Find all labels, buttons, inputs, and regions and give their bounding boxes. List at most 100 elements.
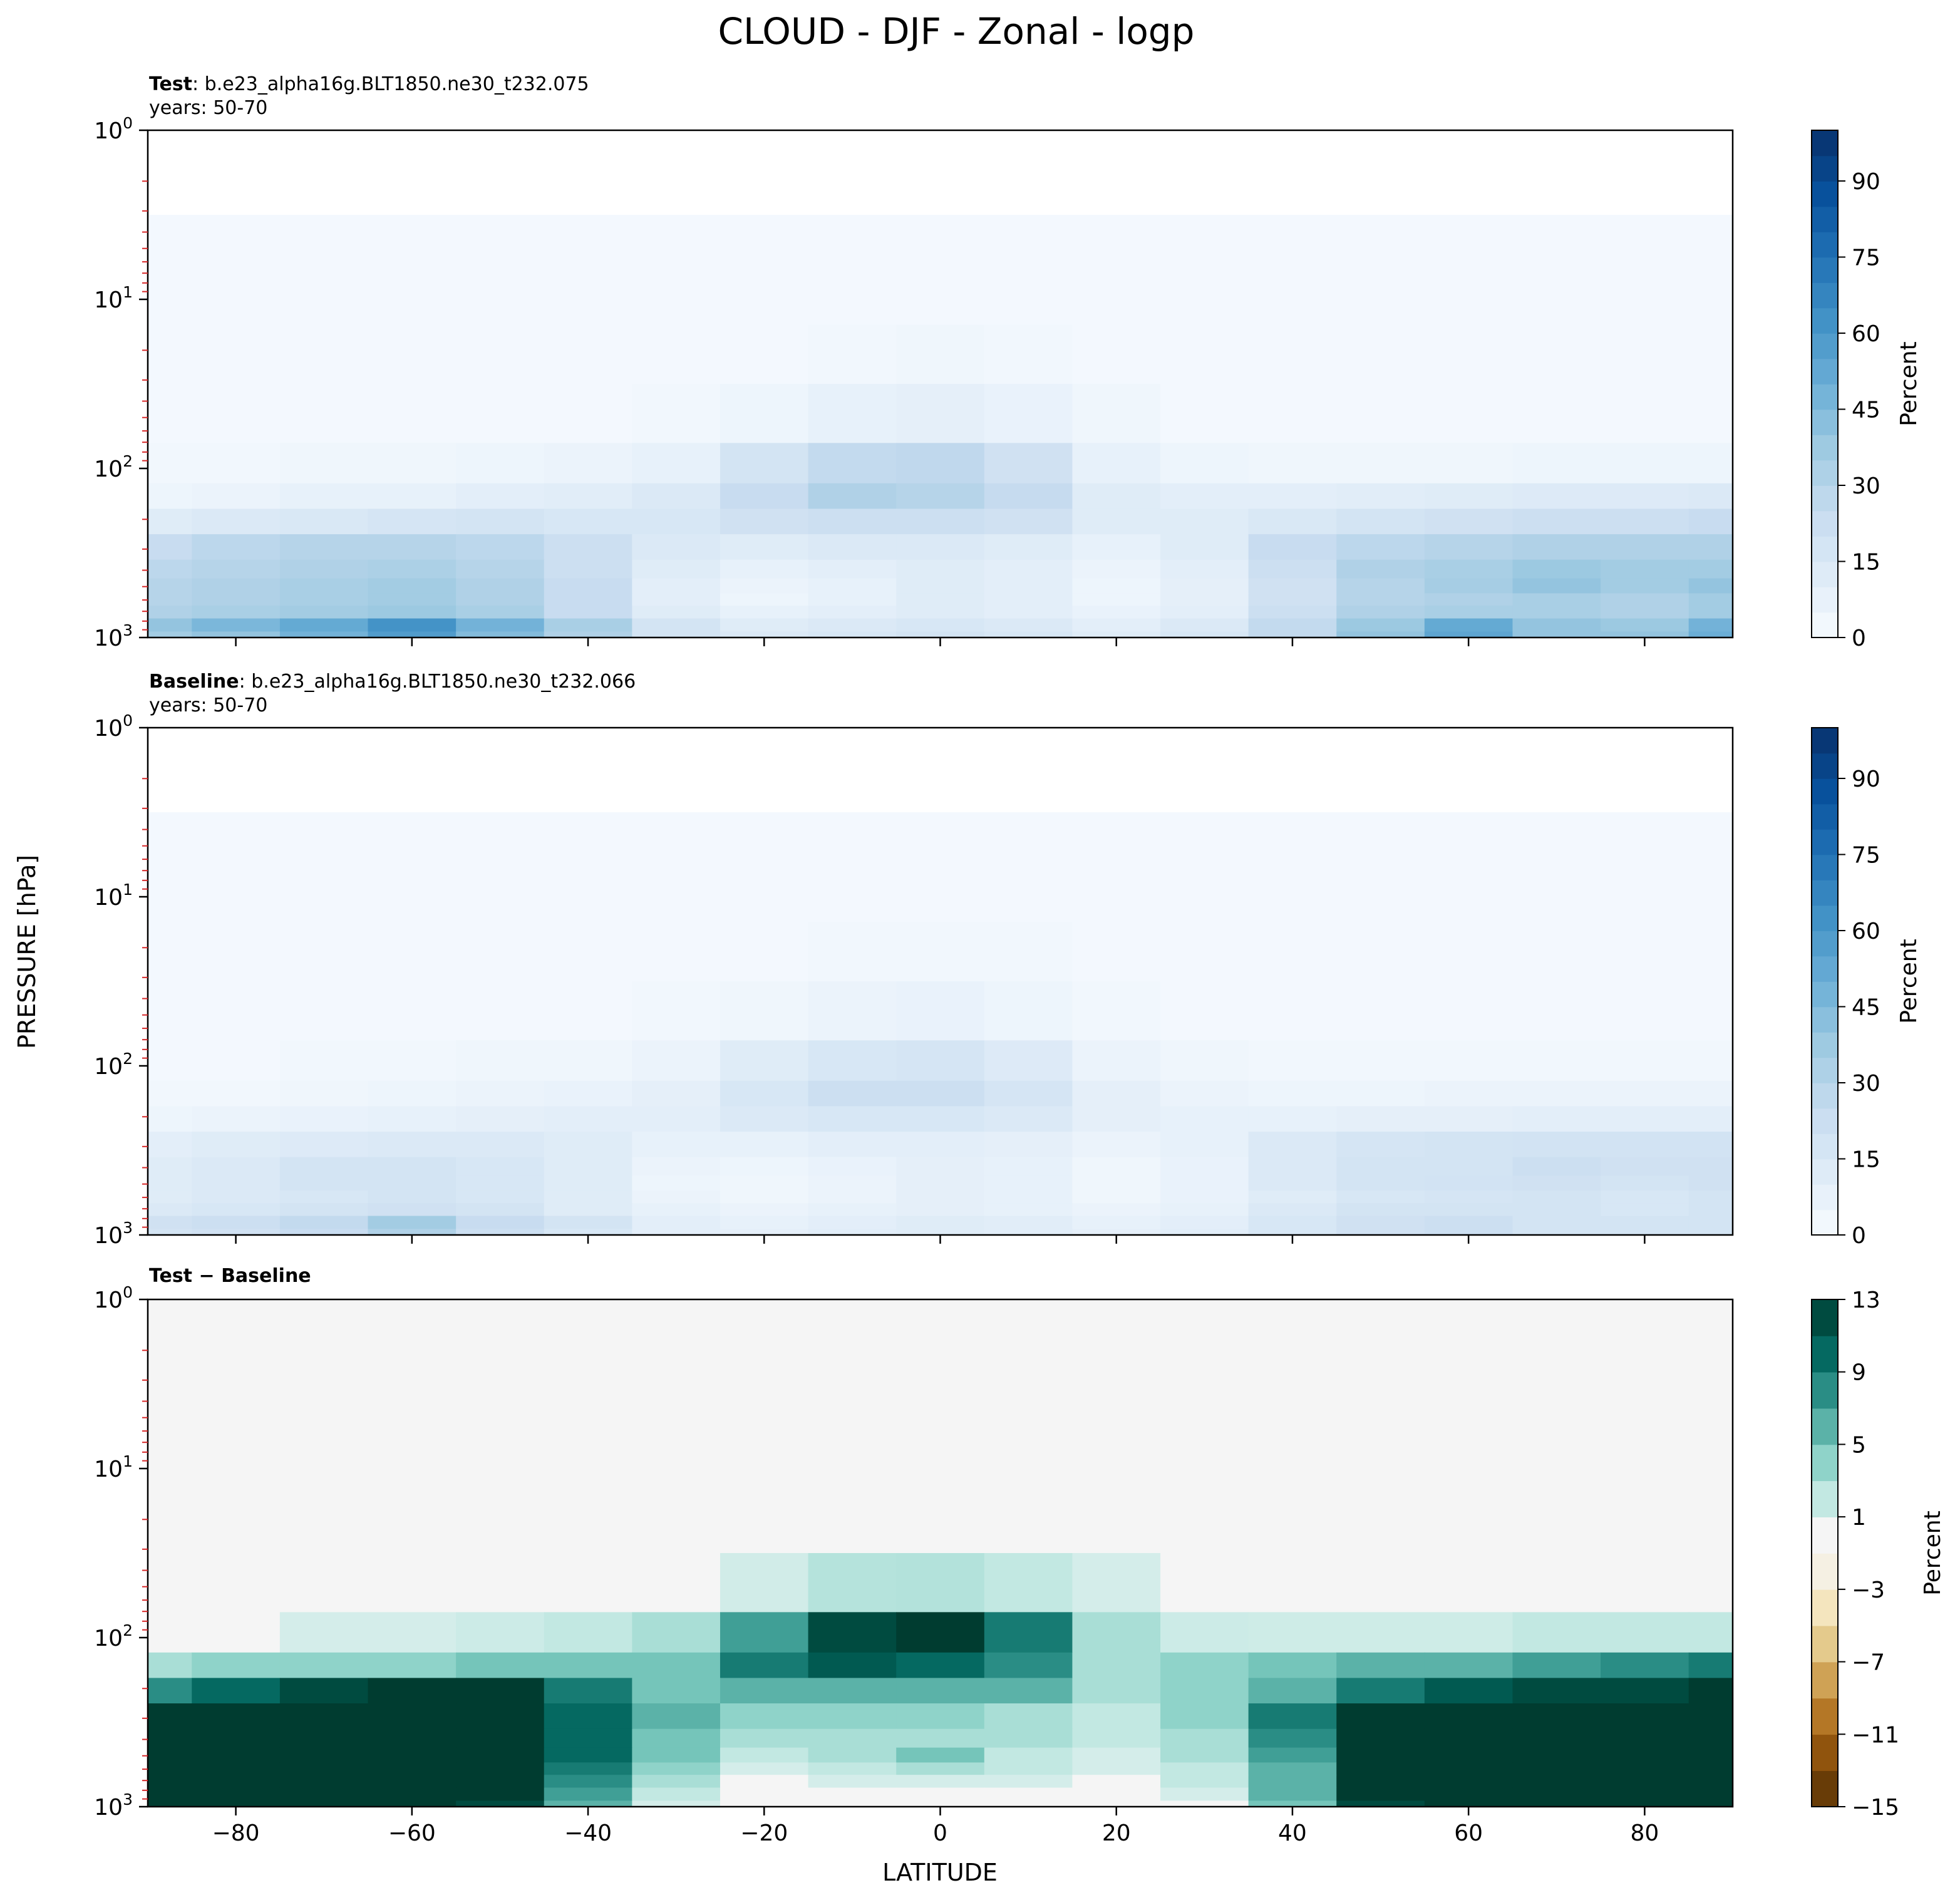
colorbar-tick-label: −3 <box>1852 1577 1885 1603</box>
heatmap-cell <box>368 1324 456 1385</box>
heatmap-cell <box>1512 1132 1601 1158</box>
heatmap-cell <box>1072 1299 1161 1326</box>
heatmap-cell <box>984 606 1073 619</box>
heatmap-cell <box>544 812 633 872</box>
heatmap-cell <box>1248 1787 1338 1802</box>
x-tick-label: 20 <box>1102 1820 1131 1846</box>
heatmap-cell <box>192 1080 281 1107</box>
heatmap-cell <box>456 981 545 1041</box>
heatmap-cell <box>896 1216 985 1230</box>
x-tick-label: 80 <box>1630 1820 1659 1846</box>
heatmap-cell <box>984 1324 1073 1385</box>
heatmap-cell <box>896 1203 985 1217</box>
heatmap-cell <box>1336 728 1425 754</box>
heatmap-cell <box>192 1494 281 1554</box>
heatmap-cell <box>896 1775 985 1789</box>
heatmap-cell <box>808 324 897 385</box>
heatmap-cell <box>1601 1787 1689 1802</box>
heatmap-cell <box>544 324 633 385</box>
heatmap-cell <box>279 1787 369 1802</box>
heatmap-cell <box>896 509 985 535</box>
heatmap-cell <box>1688 1443 1733 1495</box>
heatmap-cell <box>456 1299 545 1326</box>
heatmap-cell <box>720 1080 809 1107</box>
heatmap-cell <box>368 1728 456 1748</box>
heatmap-cell <box>192 981 281 1041</box>
heatmap-cell <box>456 1678 545 1704</box>
heatmap-cell <box>896 443 985 484</box>
heatmap-cell <box>1072 1132 1161 1158</box>
heatmap-cell <box>896 1040 985 1082</box>
heatmap-cell <box>1601 1106 1689 1132</box>
heatmap-cell <box>544 1299 633 1326</box>
heatmap-cell <box>192 1775 281 1789</box>
heatmap-cell <box>1688 593 1733 606</box>
heatmap-cell <box>1160 981 1249 1041</box>
heatmap-cell <box>544 728 633 754</box>
heatmap-cell <box>544 1384 633 1444</box>
heatmap-cell <box>279 753 369 813</box>
heatmap-cell <box>1688 324 1733 385</box>
colorbar-band <box>1812 536 1838 562</box>
heatmap-cell <box>1688 1747 1733 1763</box>
heatmap-cell <box>148 384 193 444</box>
heatmap-cell <box>1601 981 1689 1041</box>
heatmap-cell <box>1160 606 1249 619</box>
heatmap-cell <box>1160 1775 1249 1789</box>
heatmap-cell <box>1336 274 1425 326</box>
heatmap-cell <box>896 274 985 326</box>
heatmap-cell <box>192 1203 281 1217</box>
heatmap-cell <box>1336 578 1425 594</box>
heatmap-cell <box>1248 1106 1338 1132</box>
heatmap-cell <box>1072 155 1161 215</box>
heatmap-cell <box>1601 922 1689 982</box>
colorbar-tick-label: 0 <box>1852 1223 1866 1249</box>
heatmap-cell <box>148 1203 193 1217</box>
heatmap-cell <box>279 1775 369 1789</box>
heatmap-cell <box>896 1324 985 1385</box>
heatmap-cell <box>544 274 633 326</box>
heatmap-cell <box>1688 1800 1733 1807</box>
heatmap-cell <box>720 578 809 594</box>
heatmap-cell <box>1424 534 1514 560</box>
heatmap-cell <box>1072 215 1161 275</box>
heatmap-cell <box>1601 578 1689 594</box>
heatmap-cell <box>192 1175 281 1192</box>
heatmap-cell <box>1512 1787 1601 1802</box>
heatmap-cell <box>456 1728 545 1748</box>
heatmap-cell <box>1512 1216 1601 1230</box>
heatmap-cell <box>456 728 545 754</box>
heatmap-cell <box>1248 1299 1338 1326</box>
heatmap-cell <box>720 606 809 619</box>
heatmap-cell <box>1688 1384 1733 1444</box>
heatmap-cell <box>544 1132 633 1158</box>
heatmap-cell <box>1072 509 1161 535</box>
colorbar-band <box>1812 1159 1838 1185</box>
heatmap-cell <box>720 1384 809 1444</box>
colorbar-band <box>1812 384 1838 410</box>
heatmap-cell <box>1248 1612 1338 1653</box>
colorbar-band <box>1812 587 1838 613</box>
heatmap-cell <box>1512 1299 1601 1326</box>
heatmap-cell <box>1424 1229 1514 1236</box>
heatmap-cell <box>632 130 721 157</box>
heatmap-cell <box>1424 130 1514 157</box>
heatmap-cell <box>632 274 721 326</box>
heatmap-cell <box>1160 1324 1249 1385</box>
heatmap-cell <box>984 384 1073 444</box>
heatmap-cell <box>896 1384 985 1444</box>
heatmap-cell <box>279 215 369 275</box>
heatmap-cell <box>1424 1384 1514 1444</box>
heatmap-cell <box>720 384 809 444</box>
heatmap-cell <box>1601 1553 1689 1613</box>
panel-subtitle: years: 50-70 <box>149 97 267 119</box>
colorbar-band <box>1812 1006 1838 1033</box>
heatmap-cell <box>720 1652 809 1679</box>
heatmap-cell <box>896 606 985 619</box>
heatmap-cell <box>192 631 281 638</box>
heatmap-cell <box>984 1747 1073 1763</box>
heatmap-cell <box>279 631 369 638</box>
heatmap-cell <box>368 1703 456 1730</box>
colorbar: 13 9 5 1 −3 −7 −11 −15 Percent <box>1811 1288 1946 1820</box>
heatmap-cell <box>1160 1106 1249 1132</box>
